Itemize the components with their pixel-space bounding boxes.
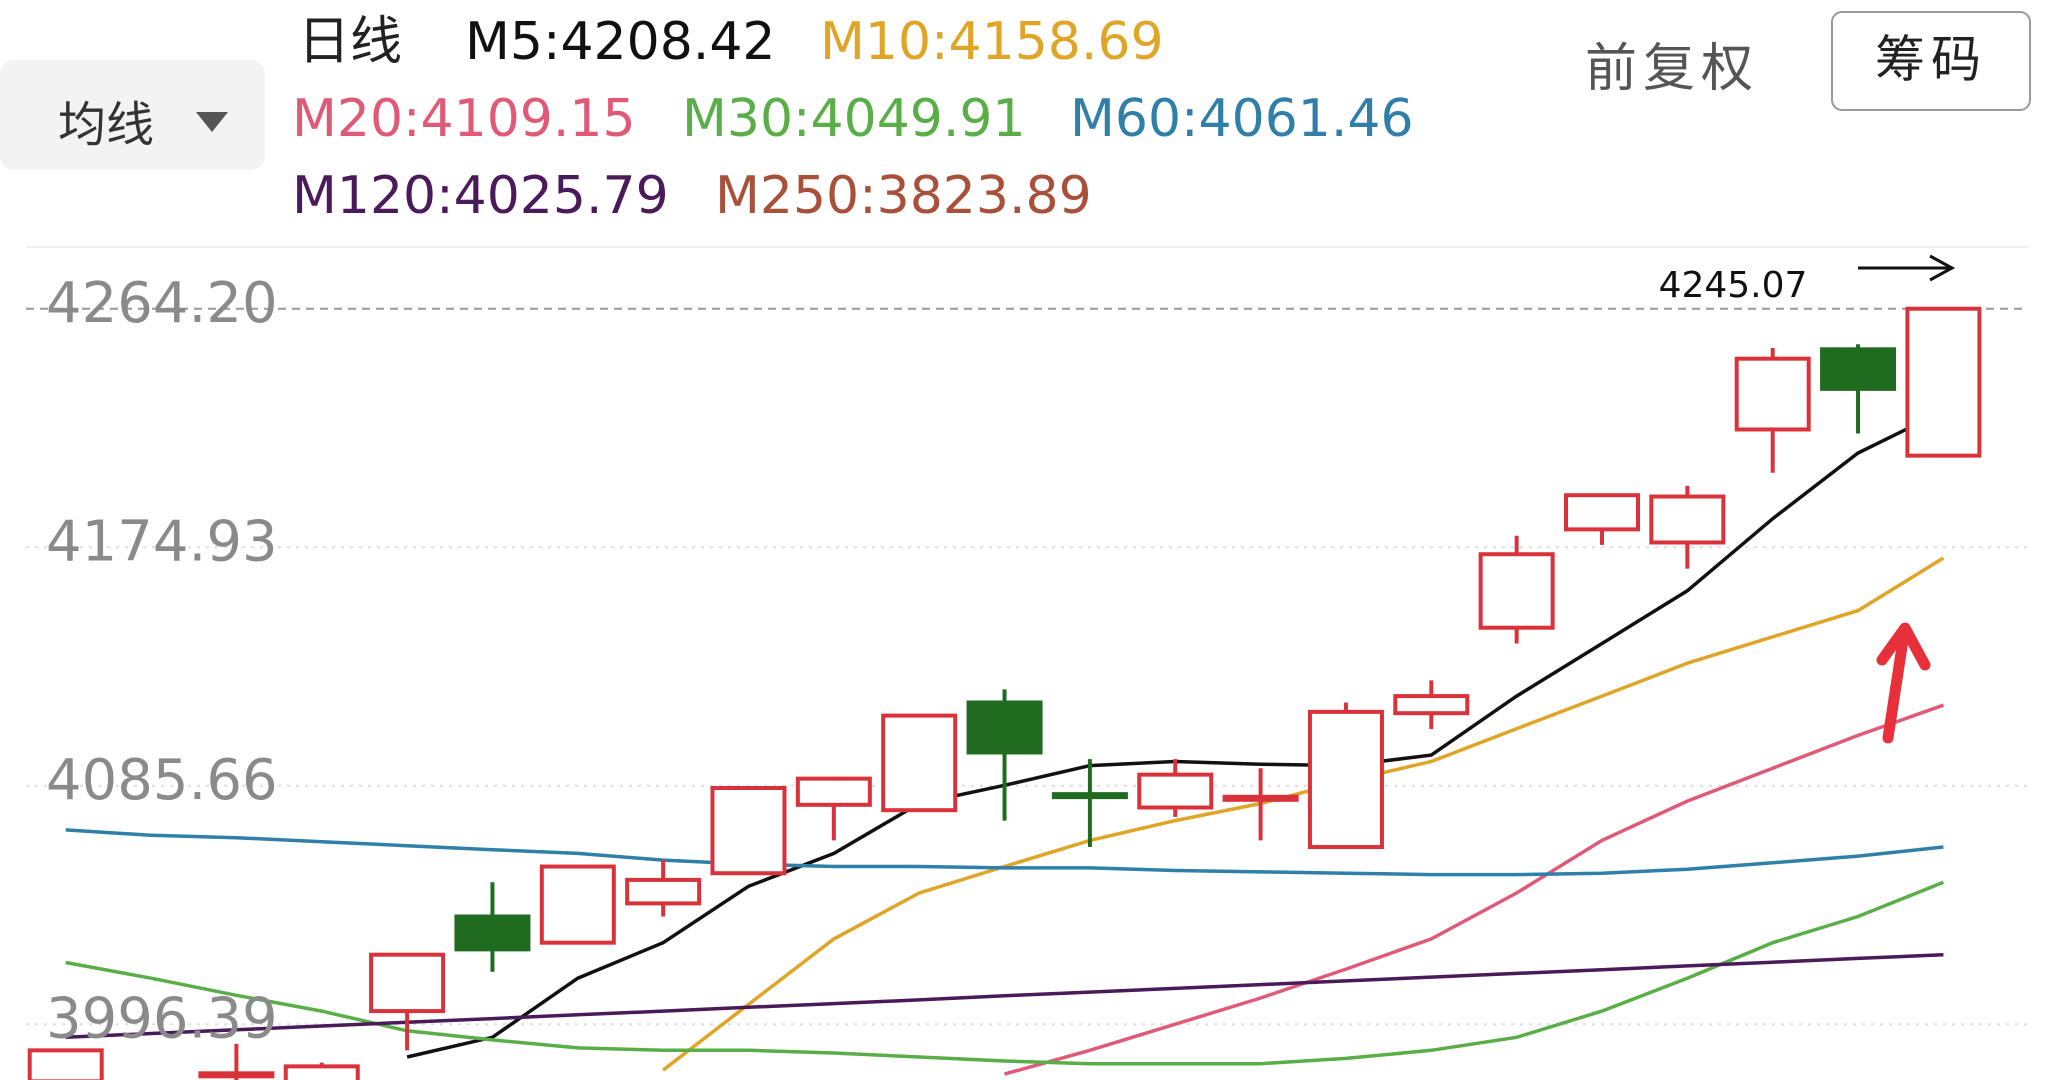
y-tick-label: 4174.93: [46, 509, 278, 574]
candle-body: [1051, 792, 1128, 800]
legend-entry: M20:4109.15: [292, 89, 636, 149]
candle-body: [795, 776, 872, 807]
ma-line: [662, 556, 1945, 1072]
candle-body: [1905, 306, 1982, 458]
legend-entry: M120:4025.79: [292, 166, 669, 226]
legend-entry: M30:4049.91: [682, 89, 1026, 149]
candle-body: [1137, 772, 1214, 810]
legend-entry: M60:4061.46: [1070, 89, 1414, 149]
y-tick-label: 4264.20: [46, 271, 278, 336]
annotation: 4245.07: [1659, 265, 1808, 306]
ma-button-label[interactable]: 均线: [58, 97, 154, 153]
candle-body: [710, 785, 787, 876]
candle-body: [198, 1071, 275, 1079]
ma-line: [65, 828, 1944, 877]
candle-body: [283, 1064, 360, 1080]
candle-body: [1734, 356, 1811, 432]
candle-body: [1222, 794, 1299, 802]
adjust-label[interactable]: 前复权: [1585, 39, 1759, 99]
chips-button[interactable]: [1831, 11, 2031, 111]
candle-body: [625, 877, 702, 906]
y-tick-label: 4085.66: [46, 748, 278, 813]
ma-line: [65, 952, 1944, 1040]
candle-body: [539, 864, 616, 945]
highlight-arrow: [1876, 622, 1931, 744]
candle-body: [1307, 709, 1384, 850]
candle-body: [966, 700, 1043, 755]
chips-label[interactable]: 筹码: [1875, 31, 1987, 89]
candle-body: [1478, 552, 1555, 630]
candle-body: [454, 914, 531, 952]
y-tick-label: 3996.39: [46, 986, 278, 1051]
candle-body: [1393, 694, 1470, 716]
candle-body: [27, 1048, 104, 1080]
dropdown-icon[interactable]: [196, 112, 228, 132]
candle-body: [1564, 493, 1640, 532]
ma-line: [65, 880, 1945, 1066]
candle-body: [881, 713, 958, 813]
period-label: 日线: [298, 12, 402, 72]
candle-body: [369, 952, 446, 1014]
candle-body: [1649, 494, 1726, 545]
ma-button[interactable]: [0, 60, 265, 170]
legend-entry: M5:4208.42: [465, 12, 776, 72]
annotation-arrow: [1858, 254, 1956, 282]
legend-entry: M10:4158.69: [820, 12, 1164, 72]
ma-line: [1004, 703, 1944, 1076]
legend-entry: M250:3823.89: [715, 166, 1092, 226]
candle-body: [1820, 347, 1897, 391]
